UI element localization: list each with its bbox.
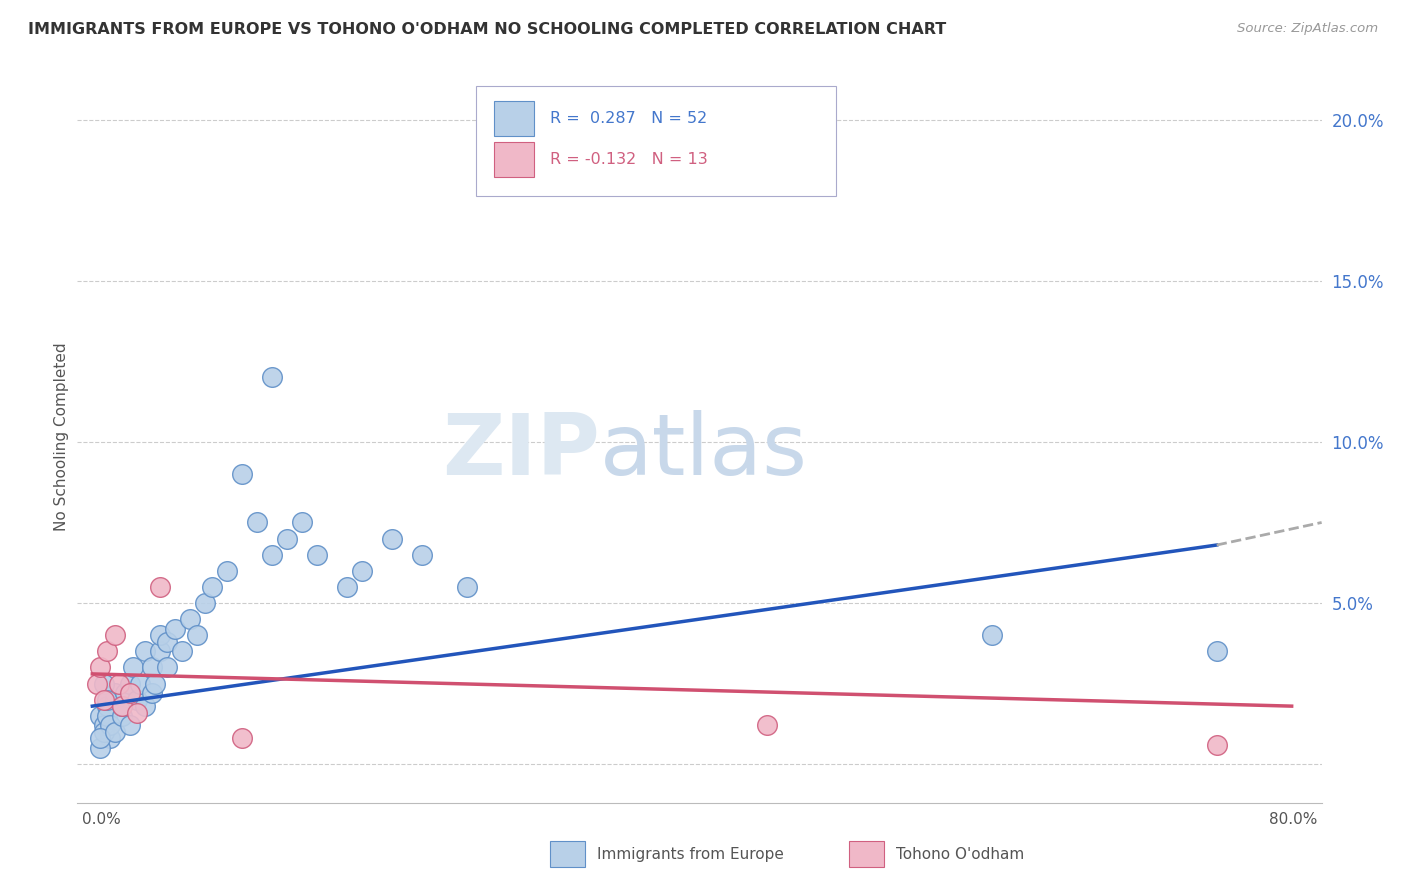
Point <box>201 580 224 594</box>
Point <box>172 644 194 658</box>
FancyBboxPatch shape <box>475 86 837 195</box>
Point <box>194 596 217 610</box>
Text: ZIP: ZIP <box>443 410 600 493</box>
Point <box>129 676 152 690</box>
FancyBboxPatch shape <box>494 142 534 177</box>
Point <box>104 686 127 700</box>
Point <box>86 676 108 690</box>
Point <box>141 686 163 700</box>
Text: Tohono O'odham: Tohono O'odham <box>896 847 1025 862</box>
Text: 80.0%: 80.0% <box>1268 813 1317 828</box>
Point <box>98 731 121 746</box>
Point <box>262 370 284 384</box>
Point <box>291 516 314 530</box>
Point <box>143 676 166 690</box>
Point <box>118 686 141 700</box>
Point <box>262 548 284 562</box>
Point <box>411 548 433 562</box>
Point <box>121 660 143 674</box>
Point <box>1205 738 1227 752</box>
Point <box>149 644 172 658</box>
Text: R = -0.132   N = 13: R = -0.132 N = 13 <box>550 152 707 167</box>
Point <box>96 644 118 658</box>
Point <box>246 516 269 530</box>
Point <box>127 706 149 720</box>
Point <box>336 580 359 594</box>
Point <box>186 628 208 642</box>
Point <box>381 532 404 546</box>
Text: IMMIGRANTS FROM EUROPE VS TOHONO O'ODHAM NO SCHOOLING COMPLETED CORRELATION CHAR: IMMIGRANTS FROM EUROPE VS TOHONO O'ODHAM… <box>28 22 946 37</box>
Point <box>980 628 1002 642</box>
Text: 0.0%: 0.0% <box>82 813 121 828</box>
Point <box>104 628 127 642</box>
Point <box>118 718 141 732</box>
Y-axis label: No Schooling Completed: No Schooling Completed <box>53 343 69 532</box>
Point <box>111 708 134 723</box>
Point <box>114 686 136 700</box>
Point <box>104 725 127 739</box>
Point <box>134 644 156 658</box>
Point <box>96 692 118 706</box>
Point <box>104 692 127 706</box>
Point <box>276 532 298 546</box>
FancyBboxPatch shape <box>849 841 883 867</box>
Text: atlas: atlas <box>600 410 808 493</box>
Point <box>755 718 778 732</box>
Point <box>179 612 201 626</box>
Point <box>93 718 115 732</box>
Point <box>231 731 253 746</box>
Point <box>93 676 115 690</box>
Point <box>134 699 156 714</box>
Point <box>98 718 121 732</box>
Point <box>149 580 172 594</box>
Point <box>156 634 179 648</box>
FancyBboxPatch shape <box>494 102 534 136</box>
Point <box>89 660 111 674</box>
Point <box>141 660 163 674</box>
Point <box>307 548 329 562</box>
Point <box>111 699 134 714</box>
Point <box>217 564 239 578</box>
Point <box>127 692 149 706</box>
Text: Immigrants from Europe: Immigrants from Europe <box>598 847 785 862</box>
Point <box>89 741 111 756</box>
Point <box>89 708 111 723</box>
Point <box>93 725 115 739</box>
Point <box>149 628 172 642</box>
Point <box>93 692 115 706</box>
Point <box>163 622 186 636</box>
Point <box>89 731 111 746</box>
Point <box>108 676 131 690</box>
Point <box>456 580 478 594</box>
Text: Source: ZipAtlas.com: Source: ZipAtlas.com <box>1237 22 1378 36</box>
Point <box>156 660 179 674</box>
Point <box>1205 644 1227 658</box>
Text: R =  0.287   N = 52: R = 0.287 N = 52 <box>550 112 707 127</box>
Point <box>231 467 253 482</box>
Point <box>96 708 118 723</box>
Point <box>96 699 118 714</box>
Point <box>352 564 374 578</box>
FancyBboxPatch shape <box>550 841 585 867</box>
Point <box>111 699 134 714</box>
Point <box>118 676 141 690</box>
